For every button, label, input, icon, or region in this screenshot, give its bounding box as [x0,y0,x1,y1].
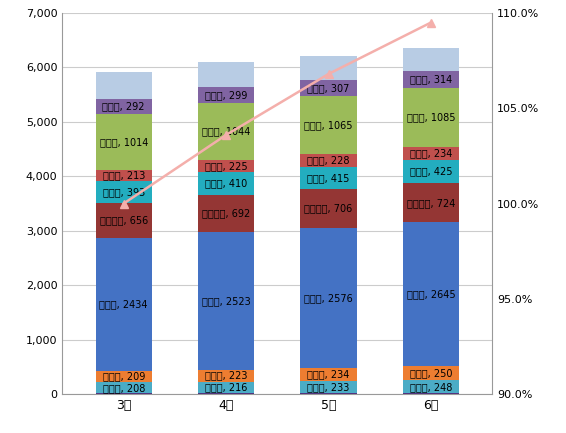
Bar [403,380,459,394]
Bar [403,366,459,380]
Bar [198,62,254,87]
Bar [96,170,152,181]
Bar [301,189,357,228]
Text: 愛知県, 425: 愛知県, 425 [410,166,452,176]
Bar [96,98,152,114]
Text: 神奈川県, 724: 神奈川県, 724 [407,198,455,208]
Bar [198,103,254,160]
Bar [403,48,459,71]
Bar [301,155,357,167]
Text: 大阪府, 1014: 大阪府, 1014 [100,137,148,147]
Text: 愛知県, 415: 愛知県, 415 [307,173,350,183]
Text: 兵庫県, 314: 兵庫県, 314 [410,74,452,84]
Bar [96,203,152,238]
Bar [96,371,152,382]
Bar [403,183,459,223]
Bar [403,88,459,147]
Text: 愛知県, 410: 愛知県, 410 [205,178,247,188]
Text: 神奈川県, 692: 神奈川県, 692 [202,208,250,218]
Text: 千葉県, 250: 千葉県, 250 [410,368,452,378]
Text: 兵庫県, 299: 兵庫県, 299 [205,90,247,100]
Text: 千葉県, 209: 千葉県, 209 [102,372,145,381]
Bar [301,167,357,189]
Text: 大阪府, 1044: 大阪府, 1044 [202,126,250,136]
Text: 東京都, 2576: 東京都, 2576 [304,293,353,303]
Text: 愛知県, 393: 愛知県, 393 [102,187,145,197]
Bar [198,382,254,394]
Text: 埼玉県, 216: 埼玉県, 216 [205,383,247,393]
Text: 兵庫県, 307: 兵庫県, 307 [307,83,350,93]
Text: 千葉県, 234: 千葉県, 234 [307,369,350,379]
Bar [96,181,152,203]
Text: 千葉県, 223: 千葉県, 223 [205,371,247,381]
Bar [301,228,357,368]
Text: 東京都, 2645: 東京都, 2645 [406,289,455,299]
Bar [198,87,254,103]
Bar [198,194,254,232]
Bar [301,80,357,97]
Text: 埼玉県, 233: 埼玉県, 233 [307,382,350,392]
Bar [96,72,152,98]
Bar [198,160,254,172]
Bar [301,97,357,155]
Text: 京都府, 225: 京都府, 225 [205,161,247,171]
Bar [301,56,357,80]
Text: 埼玉県, 208: 埼玉県, 208 [102,383,145,393]
Text: 大阪府, 1085: 大阪府, 1085 [407,113,455,123]
Text: 大阪府, 1065: 大阪府, 1065 [305,120,353,130]
Text: 東京都, 2523: 東京都, 2523 [201,296,251,306]
Bar [403,160,459,183]
Bar [96,382,152,394]
Text: 埼玉県, 248: 埼玉県, 248 [410,382,452,392]
Text: 京都府, 234: 京都府, 234 [410,149,452,158]
Bar [301,368,357,381]
Text: 兵庫県, 292: 兵庫県, 292 [102,101,145,111]
Bar [198,232,254,370]
Bar [403,223,459,366]
Bar [198,370,254,382]
Bar [403,71,459,88]
Bar [403,147,459,160]
Text: 京都府, 213: 京都府, 213 [102,171,145,181]
Text: 神奈川県, 656: 神奈川県, 656 [100,216,148,226]
Bar [301,381,357,394]
Bar [198,172,254,194]
Text: 神奈川県, 706: 神奈川県, 706 [305,204,353,213]
Text: 京都府, 228: 京都府, 228 [307,155,350,165]
Bar [96,238,152,371]
Text: 東京都, 2434: 東京都, 2434 [100,300,148,310]
Bar [96,114,152,170]
